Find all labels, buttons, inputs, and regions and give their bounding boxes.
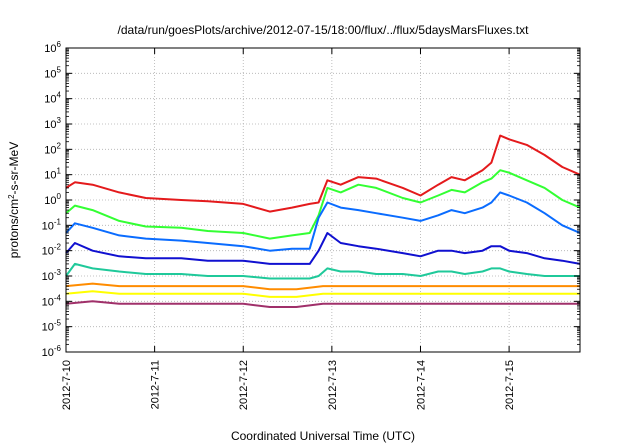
y-tick-label: 10-5 [42, 319, 62, 334]
series-group [65, 134, 581, 308]
y-tick-label: 104 [44, 91, 61, 106]
x-tick-label: 2012-7-15 [504, 360, 516, 410]
y-tick-label: 10-4 [42, 293, 62, 308]
y-tick-label: 101 [44, 167, 61, 182]
x-tick-label: 2012-7-11 [150, 360, 162, 409]
series-line-2 [65, 169, 581, 240]
series-line-6 [65, 282, 580, 291]
y-tick-label: 10-3 [42, 268, 62, 283]
chart-title: /data/run/goesPlots/archive/2012-07-15/1… [118, 23, 530, 37]
y-tick-label: 10-6 [42, 344, 62, 359]
y-axis-title-sup: 2 [7, 194, 16, 199]
y-tick-label: 100 [44, 192, 61, 207]
y-tick-label: 10-1 [42, 217, 62, 232]
y-tick-label: 10-2 [42, 243, 62, 258]
y-axis-title-main: protons/cm [7, 199, 21, 258]
series-line-1 [65, 134, 581, 213]
x-tick-label: 2012-7-14 [415, 360, 427, 410]
y-tick-label: 103 [44, 116, 61, 131]
x-tick-label: 2012-7-10 [61, 360, 73, 410]
series-line-7 [65, 290, 580, 298]
y-tick-label: 105 [44, 65, 61, 80]
x-axis-title: Coordinated Universal Time (UTC) [231, 429, 415, 443]
y-axis-title-rest: -s-sr-MeV [7, 142, 21, 195]
y-axis: 10-6 10-5 10-4 10-3 10-2 10-1 100 101 102 103 104 1… [42, 40, 580, 359]
series-line-3 [65, 191, 581, 252]
y-tick-label: 106 [44, 40, 61, 55]
series-line-8 [65, 300, 580, 308]
series-line-5 [65, 262, 580, 280]
x-axis: 2012-7-10 2012-7-11 2012-7-12 2012-7-13 2012… [61, 48, 516, 410]
series-line-4 [65, 232, 581, 265]
y-axis-title: protons/cm2-s-sr-MeV [7, 142, 22, 258]
x-tick-label: 2012-7-12 [238, 360, 250, 410]
y-tick-label: 102 [44, 141, 61, 156]
x-tick-label: 2012-7-13 [327, 360, 339, 410]
